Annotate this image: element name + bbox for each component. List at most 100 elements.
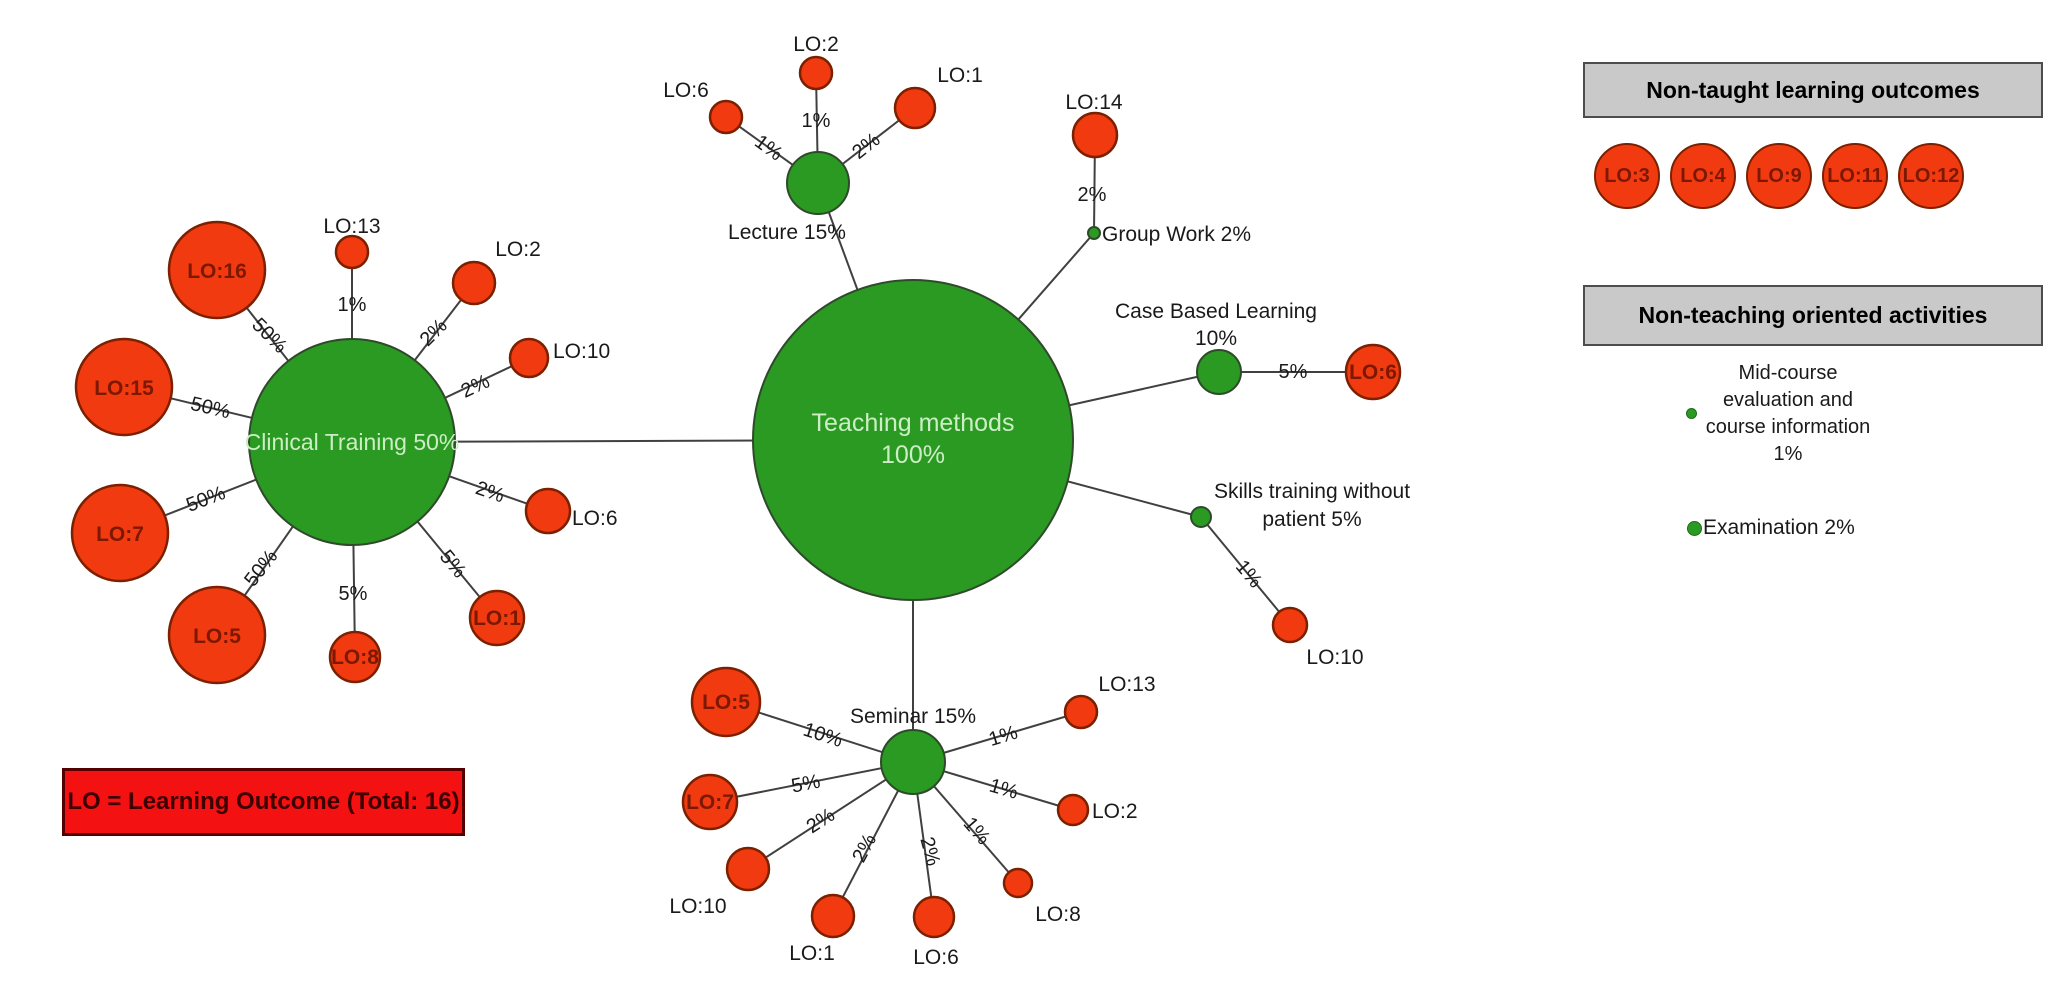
edge-percent-label: 2% [458,370,494,402]
non-taught-title: Non-taught learning outcomes [1646,76,1980,103]
edge-percent-label: 1% [959,813,995,849]
node-label: LO:1 [789,942,835,965]
node-label: LO:16 [187,260,247,283]
node-lecture [786,151,850,215]
node-label: LO:6 [572,507,618,530]
seminar-label: Seminar 15% [850,705,976,728]
node-label: LO:2 [1092,800,1138,823]
edge-percent-label: 50% [240,546,282,591]
group-work-label: Group Work 2% [1102,223,1251,246]
examination-dot-icon [1687,520,1702,536]
edge-percent-label: 5% [790,771,823,798]
node-label: LO:6 [1349,361,1397,384]
node-ct-lo5 [167,585,267,685]
edge-percent-label: 2% [1078,184,1107,206]
node-ct-lo6 [524,487,572,535]
node-teaching-methods [752,279,1074,601]
node-label: LO:7 [96,523,144,546]
midcourse-label-line3: course information [1705,416,1871,438]
node-st-lo10 [1271,606,1309,644]
midcourse-label-pct: 1% [1773,443,1803,465]
non-taught-outcome-lo-4: LO:4 [1670,143,1736,209]
edge-percent-label: 10% [800,719,845,752]
midcourse-dot-icon [1686,408,1697,419]
edge-percent-label: 1% [750,131,786,166]
edge-percent-label: 5% [339,583,368,605]
edge-percent-label: 5% [435,546,471,582]
non-taught-outcome-lo-9: LO:9 [1746,143,1812,209]
node-ct-lo13 [334,234,370,270]
node-label: LO:6 [663,79,709,102]
non-teaching-title: Non-teaching oriented activities [1638,302,1988,328]
edge-percent-label: 2% [915,835,944,869]
edge-percent-label: 1% [802,110,831,132]
edge-percent-label: 2% [848,129,884,164]
node-label: LO:6 [913,946,959,969]
node-label: LO:8 [1035,903,1081,926]
node-lec-lo6 [708,99,744,135]
edge-percent-label: 1% [338,294,367,316]
non-taught-outcome-lo-3: LO:3 [1594,143,1660,209]
node-label: LO:10 [1306,646,1363,669]
non-teaching-panel-header: Non-teaching oriented activities [1583,285,2043,346]
node-ct-lo1 [468,589,526,647]
node-label: LO:15 [94,377,154,400]
node-ct-lo2 [451,260,497,306]
edge-percent-label: 5% [1279,361,1308,383]
skills-training-label-line2: patient 5% [1262,508,1361,531]
node-sem-lo13 [1063,694,1099,730]
lo-legend-text: LO = Learning Outcome (Total: 16) [67,788,460,815]
edge-percent-label: 1% [986,721,1020,751]
node-label: LO:8 [331,646,379,669]
edge-percent-label: 1% [1231,556,1267,592]
node-sem-lo5 [690,666,762,738]
edge-skills-training-st-lo10 [1200,516,1291,626]
edge-percent-label: 2% [803,804,839,838]
node-ct-lo7 [70,483,170,583]
node-clinical-training [248,338,456,546]
node-label: LO:2 [793,33,839,56]
node-label: LO:2 [495,238,541,261]
node-label: LO:10 [553,340,610,363]
node-seminar [880,729,946,795]
node-group-work [1087,226,1101,240]
case-based-learning-label: Case Based Learning [1115,300,1317,323]
node-label: LO:14 [1065,91,1123,114]
node-sem-lo2 [1056,793,1090,827]
non-taught-panel-header: Non-taught learning outcomes [1583,62,2043,118]
node-label: LO:1 [473,607,521,630]
edge-percent-label: 50% [183,482,228,517]
node-ct-lo16 [167,220,267,320]
node-label: LO:1 [937,64,983,87]
edge-percent-label: 2% [848,830,881,866]
edge-percent-label: 2% [473,477,508,507]
node-skills-training [1190,506,1212,528]
examination-label: Examination 2% [1703,516,1855,539]
midcourse-label: Mid-course evaluation and course informa… [1658,360,1918,468]
node-sem-lo7 [681,773,739,831]
node-gw-lo14 [1071,111,1119,159]
midcourse-label-line1: Mid-course [1738,362,1838,384]
node-label: LO:13 [323,215,380,238]
node-ct-lo8 [328,630,382,684]
case-based-learning-pct: 10% [1195,327,1237,350]
non-taught-outcome-lo-12: LO:12 [1898,143,1964,209]
node-sem-lo6 [912,895,956,939]
skills-training-label-line1: Skills training without [1214,480,1410,503]
edge-percent-label: 50% [247,314,291,358]
lecture-label: Lecture 15% [728,221,846,244]
edge-percent-label: 1% [987,775,1021,804]
node-label: LO:5 [702,691,750,714]
node-label: LO:10 [669,895,726,918]
teaching-methods-pct: 100% [881,441,945,469]
node-label: LO:7 [686,791,734,814]
lo-legend-box: LO = Learning Outcome (Total: 16) [62,768,465,836]
midcourse-label-line2: evaluation and [1722,389,1854,411]
node-ct-lo10 [508,337,550,379]
edge-percent-label: 50% [188,393,232,423]
clinical-training-label: Clinical Training 50% [245,429,460,455]
teaching-methods-label: Teaching methods [812,409,1015,437]
node-sem-lo1 [810,893,856,939]
node-label: LO:5 [193,625,241,648]
